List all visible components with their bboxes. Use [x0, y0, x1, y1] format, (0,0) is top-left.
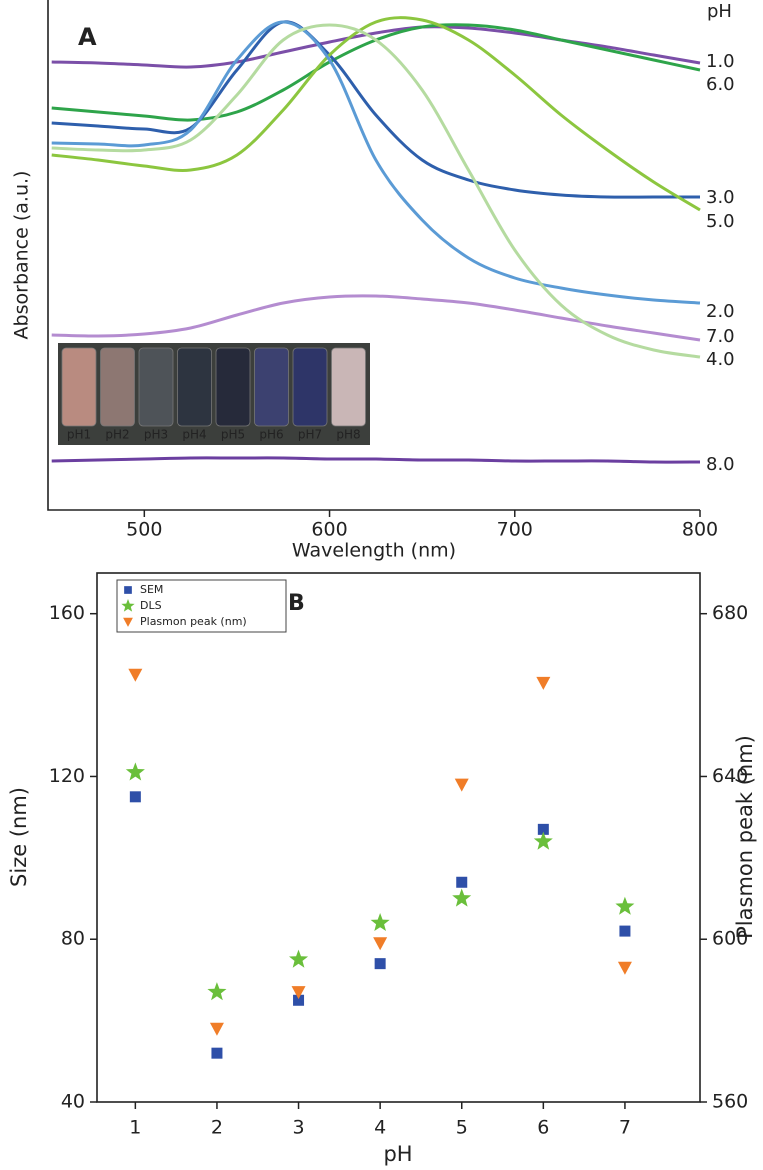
x-tick-label: 2	[211, 1117, 223, 1139]
square-marker	[537, 823, 549, 835]
star-marker	[121, 599, 135, 612]
legend-label: SEM	[140, 583, 163, 596]
square-marker	[456, 876, 468, 888]
square-marker	[293, 994, 305, 1006]
spectrum-line	[51, 25, 701, 69]
plot-frame	[96, 572, 701, 1103]
series-label: 3.0	[706, 187, 735, 208]
spectrum-line	[51, 294, 701, 342]
vial	[61, 347, 97, 427]
vial	[215, 347, 251, 427]
series-label: 1.0	[706, 51, 735, 72]
y-axis-title: Size (nm)	[7, 787, 31, 887]
triangle-marker	[373, 937, 388, 951]
vial	[138, 347, 174, 427]
x-tick-label: 800	[682, 519, 718, 541]
legend-box	[116, 579, 287, 633]
y2-tick-label: 600	[712, 928, 748, 950]
x-axis-title: pH	[383, 1142, 412, 1166]
triangle-marker	[617, 961, 632, 975]
x-tick-label: 3	[292, 1117, 304, 1139]
spectrum-line	[51, 20, 701, 305]
inset-label: pH8	[336, 428, 360, 442]
square-marker	[129, 791, 141, 803]
triangle-marker	[291, 986, 306, 1000]
vial	[331, 347, 366, 427]
inset-label: pH2	[105, 428, 129, 442]
x-tick-label: 600	[311, 519, 347, 541]
legend-title: pH	[707, 1, 732, 22]
y-tick-label: 40	[61, 1091, 85, 1113]
spectrum-line	[51, 456, 701, 464]
spectrum-line	[51, 23, 701, 359]
y2-tick-label: 680	[712, 602, 748, 624]
series-label: 8.0	[706, 454, 735, 475]
square-marker	[619, 925, 631, 937]
panel-label: A	[78, 23, 97, 51]
inset-label: pH6	[259, 428, 283, 442]
series-label: 2.0	[706, 301, 735, 322]
vial	[177, 347, 212, 427]
inset-label: pH1	[67, 428, 91, 442]
y2-tick-label: 560	[712, 1091, 748, 1113]
star-marker	[125, 762, 145, 781]
inset-label: pH5	[221, 428, 245, 442]
x-tick-label: 6	[537, 1117, 549, 1139]
x-tick-label: 5	[456, 1117, 468, 1139]
x-tick-label: 500	[126, 519, 162, 541]
triangle-marker	[123, 617, 133, 627]
y-tick-label: 80	[61, 928, 85, 950]
inset-label: pH7	[298, 428, 322, 442]
square-marker	[211, 1047, 223, 1059]
series-label: 5.0	[706, 211, 735, 232]
x-tick-label: 700	[497, 519, 533, 541]
y-tick-label: 120	[49, 765, 85, 787]
star-marker	[615, 896, 635, 915]
triangle-marker	[209, 1022, 224, 1036]
x-tick-label: 4	[374, 1117, 386, 1139]
panel-label: B	[288, 591, 305, 616]
series-label: 7.0	[706, 326, 735, 347]
axis-frame	[47, 0, 700, 511]
inset-label: pH4	[182, 428, 206, 442]
x-tick-label: 7	[619, 1117, 631, 1139]
y-tick-label: 160	[49, 602, 85, 624]
star-marker	[533, 831, 553, 850]
inset-photo: pH1 pH2 pH3 pH4 pH5 pH6 pH7 pH8	[58, 343, 370, 445]
y2-axis-title: Plasmon peak (nm)	[733, 735, 757, 939]
square-marker	[124, 586, 132, 594]
star-marker	[289, 949, 309, 968]
vial	[292, 347, 328, 427]
square-marker	[374, 958, 386, 970]
legend-label: DLS	[140, 599, 162, 612]
legend-label: Plasmon peak (nm)	[140, 615, 247, 628]
vial	[100, 347, 135, 427]
star-marker	[452, 888, 472, 907]
triangle-marker	[536, 676, 551, 690]
vial	[254, 347, 289, 427]
star-marker	[207, 982, 227, 1001]
y-axis-title: Absorbance (a.u.)	[11, 171, 33, 340]
spectrum-line	[51, 16, 701, 212]
x-tick-label: 1	[129, 1117, 141, 1139]
y2-tick-label: 640	[712, 765, 748, 787]
x-axis-title: Wavelength (nm)	[292, 540, 456, 562]
series-label: 4.0	[706, 349, 735, 370]
star-marker	[370, 913, 390, 931]
series-label: 6.0	[706, 74, 735, 95]
inset-label: pH3	[144, 428, 168, 442]
triangle-marker	[454, 778, 469, 792]
spectrum-line	[51, 20, 700, 199]
triangle-marker	[128, 668, 143, 682]
